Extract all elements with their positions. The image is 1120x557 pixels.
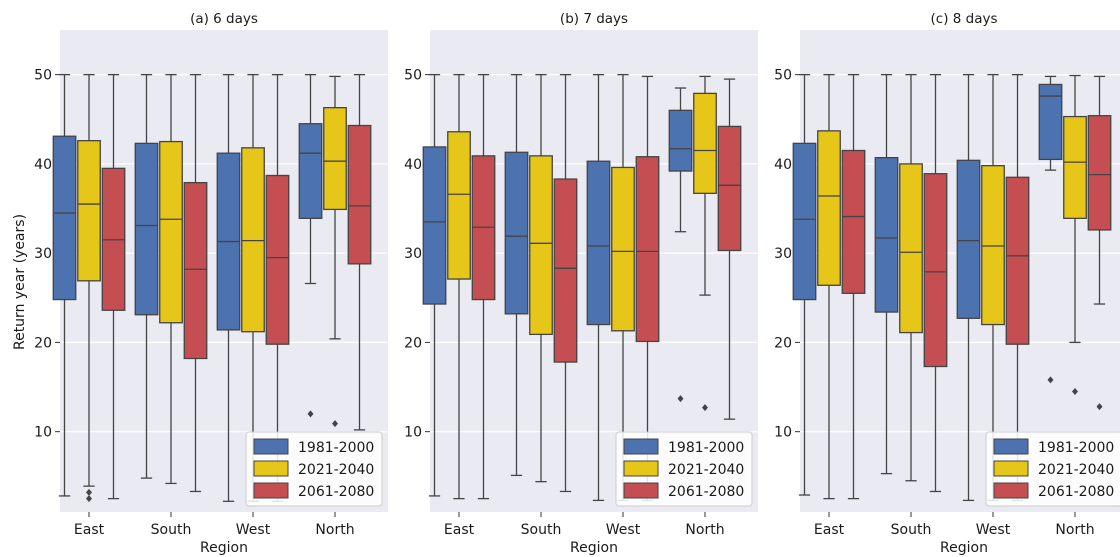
panel-title: (a) 6 days bbox=[190, 11, 258, 27]
y-tick-label: 50 bbox=[404, 68, 422, 84]
x-tick-label: East bbox=[814, 522, 845, 538]
outlier-point bbox=[702, 404, 708, 412]
box bbox=[923, 173, 948, 368]
box bbox=[693, 92, 717, 194]
box bbox=[529, 155, 553, 336]
legend-swatch bbox=[623, 438, 659, 455]
legend-label: 1981-2000 bbox=[1038, 440, 1114, 456]
box bbox=[447, 131, 471, 280]
y-tick-label: 10 bbox=[404, 425, 422, 441]
box bbox=[52, 135, 77, 301]
box bbox=[1087, 115, 1112, 231]
x-tick-label: West bbox=[236, 522, 271, 538]
chart-panels: (a) 6 days 10 20 30 40 50 East South West North Re… bbox=[34, 11, 1120, 556]
legend-label: 2021-2040 bbox=[298, 462, 374, 478]
y-tick-label: 30 bbox=[774, 246, 792, 262]
y-tick-label: 10 bbox=[774, 425, 792, 441]
box bbox=[553, 178, 578, 363]
legend-label: 1981-2000 bbox=[668, 440, 744, 456]
box bbox=[817, 130, 841, 286]
outlier-point bbox=[86, 488, 92, 496]
panel-title: (c) 8 days bbox=[931, 11, 998, 27]
outlier-point bbox=[86, 495, 92, 503]
x-tick-label: East bbox=[444, 522, 475, 538]
x-axis-label: Region bbox=[200, 540, 248, 556]
legend-label: 2021-2040 bbox=[1038, 462, 1114, 478]
panel-1: (a) 6 days 10 20 30 40 50 East South West North Re… bbox=[34, 11, 388, 556]
x-tick-label: East bbox=[74, 522, 105, 538]
panel-title: (b) 7 days bbox=[560, 11, 628, 27]
box bbox=[611, 166, 635, 332]
box bbox=[1063, 115, 1087, 219]
y-tick-label: 10 bbox=[34, 425, 52, 441]
y-tick-label: 20 bbox=[774, 335, 792, 351]
box bbox=[347, 124, 372, 265]
legend-swatch bbox=[993, 482, 1029, 499]
outlier-point bbox=[677, 395, 684, 403]
legend-swatch bbox=[623, 482, 659, 499]
legend-swatch bbox=[253, 460, 289, 477]
box bbox=[635, 156, 660, 343]
box bbox=[717, 125, 742, 252]
outlier-point bbox=[307, 410, 314, 418]
y-axis-label: Return year (years) bbox=[12, 214, 28, 350]
y-tick-label: 20 bbox=[34, 335, 52, 351]
x-axis-label: Region bbox=[570, 540, 618, 556]
box bbox=[323, 107, 347, 211]
box bbox=[899, 163, 923, 334]
x-tick-label: North bbox=[315, 522, 354, 538]
legend-swatch bbox=[253, 482, 289, 499]
box bbox=[841, 149, 866, 294]
x-tick-label: West bbox=[606, 522, 641, 538]
y-tick-label: 50 bbox=[34, 68, 52, 84]
x-tick-label: West bbox=[976, 522, 1011, 538]
outlier-point bbox=[1096, 403, 1103, 411]
legend-swatch bbox=[623, 460, 659, 477]
y-tick-label: 40 bbox=[34, 157, 52, 173]
box bbox=[134, 142, 159, 316]
box bbox=[792, 142, 817, 301]
x-tick-label: South bbox=[151, 522, 192, 538]
legend-swatch bbox=[993, 438, 1029, 455]
y-tick-label: 30 bbox=[404, 246, 422, 262]
panel-3: (c) 8 days 10 20 30 40 50 East South West North Re… bbox=[774, 11, 1120, 556]
outlier-point bbox=[332, 420, 338, 428]
box bbox=[77, 140, 101, 282]
legend-label: 2061-2080 bbox=[668, 484, 744, 500]
outlier-point bbox=[1047, 376, 1054, 384]
y-tick-label: 30 bbox=[34, 246, 52, 262]
legend-label: 2061-2080 bbox=[298, 484, 374, 500]
panel-2: (b) 7 days 10 20 30 40 50 East South West North Re… bbox=[404, 11, 758, 556]
y-tick-label: 40 bbox=[774, 157, 792, 173]
legend-swatch bbox=[993, 460, 1029, 477]
box bbox=[159, 140, 183, 324]
y-tick-label: 50 bbox=[774, 68, 792, 84]
legend-label: 2021-2040 bbox=[668, 462, 744, 478]
box bbox=[874, 156, 899, 313]
x-tick-label: North bbox=[685, 522, 724, 538]
box bbox=[504, 151, 529, 315]
legend-label: 2061-2080 bbox=[1038, 484, 1114, 500]
box bbox=[586, 160, 611, 326]
x-axis-label: Region bbox=[940, 540, 988, 556]
box bbox=[241, 147, 265, 333]
box bbox=[183, 181, 208, 360]
y-tick-label: 20 bbox=[404, 335, 422, 351]
box bbox=[422, 146, 447, 305]
x-tick-label: North bbox=[1055, 522, 1094, 538]
box bbox=[265, 174, 290, 345]
outlier-point bbox=[1072, 388, 1078, 395]
y-tick-label: 40 bbox=[404, 157, 422, 173]
box bbox=[956, 159, 981, 319]
x-tick-label: South bbox=[891, 522, 932, 538]
box bbox=[1038, 83, 1063, 161]
x-tick-label: South bbox=[521, 522, 562, 538]
legend-swatch bbox=[253, 438, 289, 455]
legend-label: 1981-2000 bbox=[298, 440, 374, 456]
box bbox=[1005, 176, 1030, 345]
box bbox=[981, 165, 1005, 326]
box bbox=[668, 109, 693, 172]
box bbox=[298, 123, 323, 219]
